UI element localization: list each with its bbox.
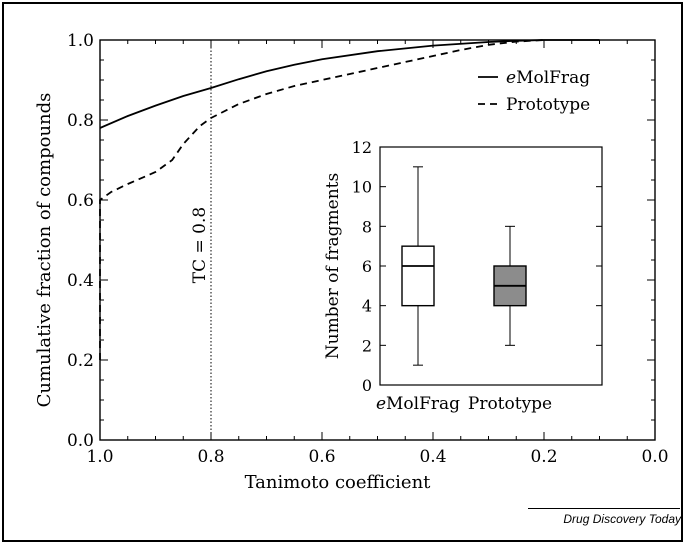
y-tick-label: 0.6 (67, 191, 94, 211)
inset-y-tick-label: 0 (362, 376, 372, 395)
x-axis-label: Tanimoto coefficient (245, 472, 432, 493)
inset-y-tick-label: 10 (352, 178, 372, 197)
inset-y-tick-label: 6 (362, 257, 372, 276)
y-tick-label: 0.0 (67, 431, 94, 451)
x-tick-label: 0.0 (641, 447, 668, 467)
tc-annotation: TC = 0.8 (190, 207, 210, 283)
inset-background (308, 127, 612, 417)
y-tick-label: 1.0 (67, 31, 94, 51)
main-plot: 1.0 0.8 0.6 0.4 0.2 0.0 0.0 0.2 0.4 0.6 0.8 1.0 Tani… (34, 31, 669, 493)
legend-label-emolfrag: eMolFrag (506, 68, 590, 88)
series-line-prototype (99, 39, 545, 360)
y-tick-label: 0.4 (67, 271, 94, 291)
x-tick-label: 0.4 (419, 447, 446, 467)
x-tick-label: 1.0 (86, 447, 113, 467)
y-axis-label: Cumulative fraction of compounds (34, 93, 55, 408)
credit-line: Drug Discovery Today (563, 512, 681, 526)
inset-boxplot: 0 2 4 6 8 10 12 Number of fragments eMolFrag Prot… (308, 127, 612, 417)
inset-y-tick-label: 2 (362, 336, 372, 355)
inset-y-tick-label: 12 (352, 138, 372, 157)
inset-y-tick-label: 4 (362, 297, 372, 316)
y-tick-label: 0.8 (67, 111, 94, 131)
inset-y-tick-label: 8 (362, 217, 372, 236)
y-tick-label: 0.2 (67, 351, 94, 371)
inset-y-axis-label: Number of fragments (323, 173, 343, 359)
x-tick-label: 0.6 (308, 447, 335, 467)
x-tick-label: 0.8 (197, 447, 224, 467)
inset-category-label-prototype: Prototype (468, 394, 552, 414)
inset-category-label-emolfrag: eMolFrag (376, 394, 460, 414)
x-tick-label: 0.2 (530, 447, 557, 467)
credit-rule (528, 508, 680, 509)
legend-label-prototype: Prototype (506, 95, 590, 115)
box-emolfrag (401, 245, 435, 307)
